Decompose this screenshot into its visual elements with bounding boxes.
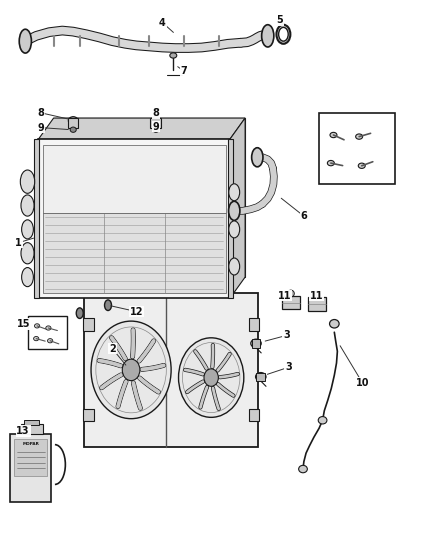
Text: 1: 1 — [15, 238, 22, 248]
Ellipse shape — [255, 373, 266, 381]
Ellipse shape — [19, 29, 32, 53]
Ellipse shape — [229, 201, 240, 220]
Text: 4: 4 — [159, 18, 166, 28]
Ellipse shape — [105, 300, 112, 311]
Bar — [256, 373, 265, 381]
Text: 11: 11 — [310, 290, 324, 301]
Bar — [249, 318, 259, 331]
Ellipse shape — [21, 195, 34, 216]
Ellipse shape — [330, 132, 337, 138]
Bar — [28, 316, 67, 349]
Text: 15: 15 — [17, 319, 31, 329]
Bar — [43, 214, 226, 293]
Bar — [67, 118, 78, 127]
Circle shape — [91, 321, 171, 419]
Bar — [14, 439, 47, 476]
Ellipse shape — [329, 319, 339, 328]
Ellipse shape — [20, 170, 35, 193]
Ellipse shape — [251, 339, 261, 348]
Text: 5: 5 — [276, 15, 283, 25]
Bar — [83, 409, 94, 421]
Bar — [252, 339, 260, 348]
Bar — [83, 318, 94, 331]
Ellipse shape — [76, 308, 83, 318]
Ellipse shape — [35, 324, 40, 328]
Ellipse shape — [252, 148, 263, 167]
Ellipse shape — [229, 221, 240, 238]
Text: 9: 9 — [37, 123, 44, 133]
Ellipse shape — [34, 336, 39, 341]
Text: 3: 3 — [285, 362, 292, 372]
Text: 3: 3 — [283, 330, 290, 341]
Bar — [319, 113, 395, 184]
Bar — [24, 419, 39, 425]
Ellipse shape — [151, 117, 161, 125]
Text: 7: 7 — [181, 67, 187, 76]
Ellipse shape — [21, 268, 33, 287]
Ellipse shape — [276, 25, 290, 44]
Text: MOPAR: MOPAR — [22, 442, 39, 446]
Ellipse shape — [318, 417, 327, 424]
Bar — [43, 144, 226, 214]
Text: 11: 11 — [278, 290, 291, 301]
Text: 8: 8 — [37, 108, 44, 118]
Text: 9: 9 — [152, 122, 159, 132]
Ellipse shape — [229, 184, 240, 201]
Bar — [34, 139, 39, 298]
Text: 12: 12 — [130, 306, 143, 317]
Text: 6: 6 — [300, 211, 307, 221]
Ellipse shape — [299, 465, 307, 473]
Ellipse shape — [229, 258, 240, 275]
Polygon shape — [39, 118, 245, 139]
Ellipse shape — [46, 326, 51, 330]
Bar — [228, 139, 233, 298]
Bar — [249, 409, 259, 421]
Ellipse shape — [21, 220, 33, 239]
Bar — [21, 424, 43, 433]
Ellipse shape — [68, 117, 78, 125]
Ellipse shape — [47, 338, 53, 343]
Ellipse shape — [358, 163, 365, 168]
Text: 13: 13 — [16, 426, 30, 436]
Bar — [10, 433, 51, 503]
Text: 2: 2 — [109, 344, 116, 354]
Ellipse shape — [327, 160, 334, 166]
Ellipse shape — [314, 291, 321, 298]
Circle shape — [204, 369, 219, 386]
Circle shape — [179, 338, 244, 417]
Bar — [150, 118, 161, 127]
Ellipse shape — [356, 134, 363, 139]
Ellipse shape — [261, 25, 274, 47]
Ellipse shape — [170, 53, 177, 58]
Text: 8: 8 — [152, 108, 159, 118]
Polygon shape — [230, 118, 245, 298]
Ellipse shape — [70, 127, 76, 132]
Bar — [282, 296, 300, 310]
Ellipse shape — [279, 27, 288, 41]
Circle shape — [122, 359, 140, 381]
Bar — [308, 297, 325, 311]
Ellipse shape — [287, 290, 294, 297]
Ellipse shape — [21, 243, 34, 264]
Bar — [84, 293, 258, 447]
Bar — [39, 139, 230, 298]
Text: 10: 10 — [356, 378, 369, 388]
Polygon shape — [53, 118, 245, 277]
Ellipse shape — [153, 127, 159, 132]
